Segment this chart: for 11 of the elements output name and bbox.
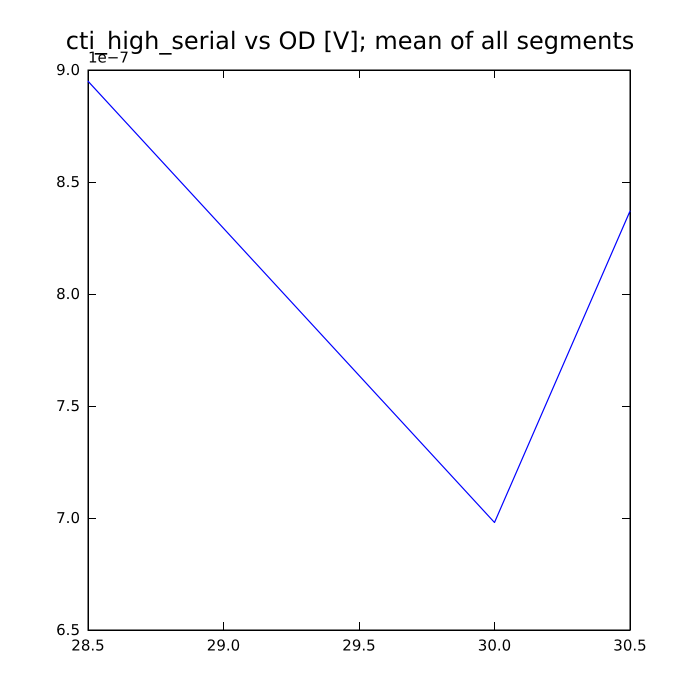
- x-tick-label: 28.5: [71, 636, 105, 654]
- y-tick-label: 7.5: [56, 397, 80, 415]
- x-tick-label: 29.5: [342, 636, 376, 654]
- x-tick-label: 29.0: [206, 636, 240, 654]
- y-tick-label: 8.5: [56, 173, 80, 191]
- x-tick-label: 30.5: [613, 636, 647, 654]
- y-tick-label: 7.0: [56, 509, 80, 527]
- y-tick-label: 6.5: [56, 621, 80, 639]
- y-tick-label: 9.0: [56, 61, 80, 79]
- x-tick-label: 30.0: [478, 636, 512, 654]
- y-tick-label: 8.0: [56, 285, 80, 303]
